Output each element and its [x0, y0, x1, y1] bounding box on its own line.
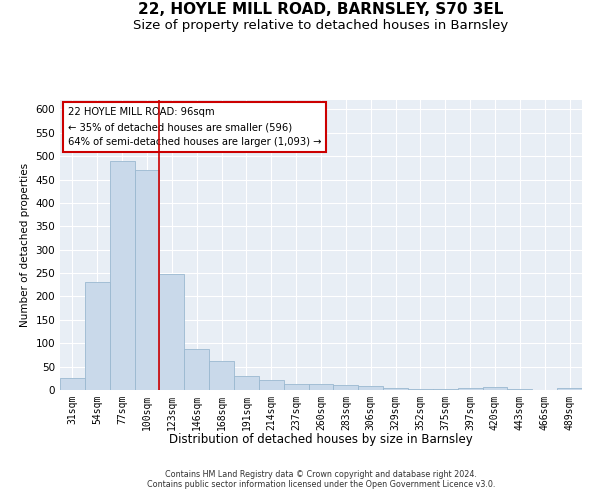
Text: 22, HOYLE MILL ROAD, BARNSLEY, S70 3EL: 22, HOYLE MILL ROAD, BARNSLEY, S70 3EL [139, 2, 503, 18]
Bar [458, 388, 482, 390]
Bar [508, 389, 532, 390]
Text: Size of property relative to detached houses in Barnsley: Size of property relative to detached ho… [133, 19, 509, 32]
Bar [134, 170, 160, 390]
Bar [60, 378, 85, 390]
Bar [234, 376, 259, 390]
Bar [334, 386, 358, 390]
Bar [209, 361, 234, 390]
Bar [383, 388, 408, 390]
Bar [557, 388, 582, 390]
Bar [358, 386, 383, 390]
Bar [184, 349, 209, 390]
Bar [160, 274, 184, 390]
Bar [110, 161, 134, 390]
Text: 22 HOYLE MILL ROAD: 96sqm
← 35% of detached houses are smaller (596)
64% of semi: 22 HOYLE MILL ROAD: 96sqm ← 35% of detac… [68, 108, 322, 147]
Bar [482, 386, 508, 390]
Bar [85, 282, 110, 390]
Bar [259, 380, 284, 390]
Bar [308, 384, 334, 390]
Y-axis label: Number of detached properties: Number of detached properties [20, 163, 30, 327]
Bar [408, 388, 433, 390]
Text: Contains HM Land Registry data © Crown copyright and database right 2024.
Contai: Contains HM Land Registry data © Crown c… [147, 470, 495, 490]
Bar [433, 388, 458, 390]
Bar [284, 384, 308, 390]
Text: Distribution of detached houses by size in Barnsley: Distribution of detached houses by size … [169, 432, 473, 446]
